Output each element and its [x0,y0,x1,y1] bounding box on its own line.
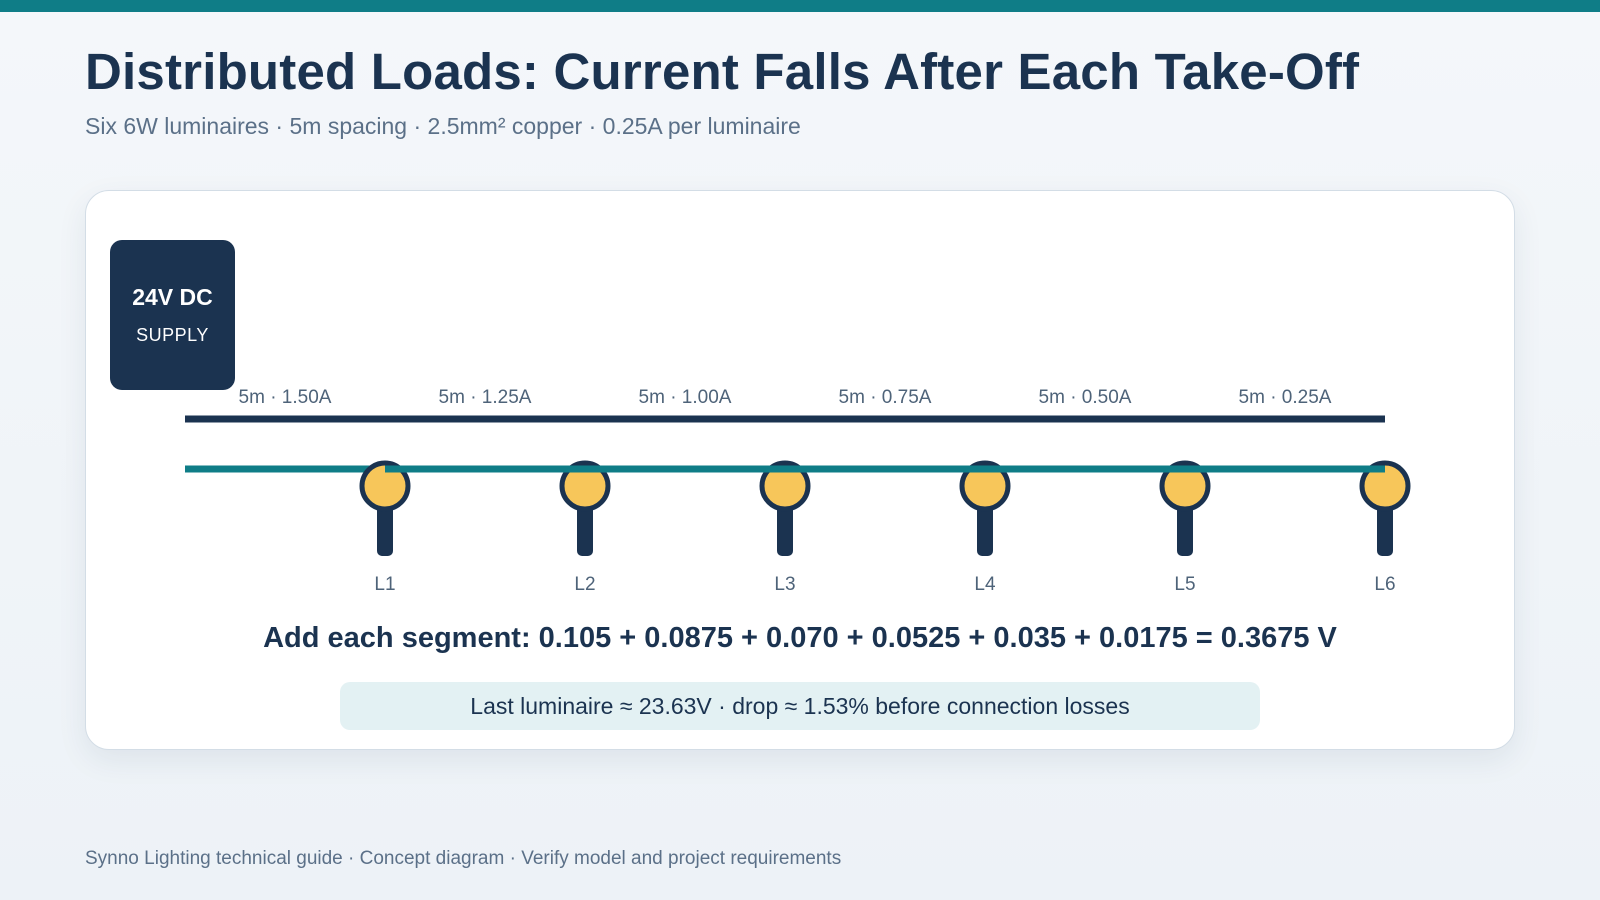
luminaire-6 [1359,460,1411,556]
luminaire-4 [959,460,1011,556]
luminaire-label-1: L1 [374,574,396,595]
result-callout: Last luminaire ≈ 23.63V · drop ≈ 1.53% b… [340,682,1260,730]
supply-label: SUPPLY [136,325,209,345]
page-subtitle: Six 6W luminaires · 5m spacing · 2.5mm² … [85,113,801,139]
lamp-icon [759,460,811,512]
result-text: Last luminaire ≈ 23.63V · drop ≈ 1.53% b… [470,692,1130,719]
luminaire-label-6: L6 [1374,574,1396,595]
segment-label-5: 5m · 0.50A [1038,387,1132,408]
lamp-icon [1159,460,1211,512]
segment-label-1: 5m · 1.50A [238,387,332,408]
lamp-icon [1359,460,1411,512]
page-title: Distributed Loads: Current Falls After E… [85,43,1360,100]
lamp-icon [959,460,1011,512]
luminaire-5 [1159,460,1211,556]
luminaire-label-4: L4 [974,574,996,595]
luminaire-1 [359,460,411,556]
luminaire-3 [759,460,811,556]
luminaire-label-3: L3 [774,574,796,595]
footer-note: Synno Lighting technical guide · Concept… [85,848,842,869]
lamp-icon [359,460,411,512]
supply-voltage: 24V DC [132,284,213,310]
luminaire-label-2: L2 [574,574,596,595]
segment-label-2: 5m · 1.25A [438,387,532,408]
segment-label-6: 5m · 0.25A [1238,387,1332,408]
top-accent-bar [0,0,1600,12]
supply-block: 24V DC SUPPLY [110,240,235,390]
luminaire-label-5: L5 [1174,574,1196,595]
segment-label-3: 5m · 1.00A [638,387,732,408]
luminaire-2 [559,460,611,556]
segment-label-4: 5m · 0.75A [838,387,932,408]
voltage-drop-equation: Add each segment: 0.105 + 0.0875 + 0.070… [263,622,1337,654]
lamp-icon [559,460,611,512]
